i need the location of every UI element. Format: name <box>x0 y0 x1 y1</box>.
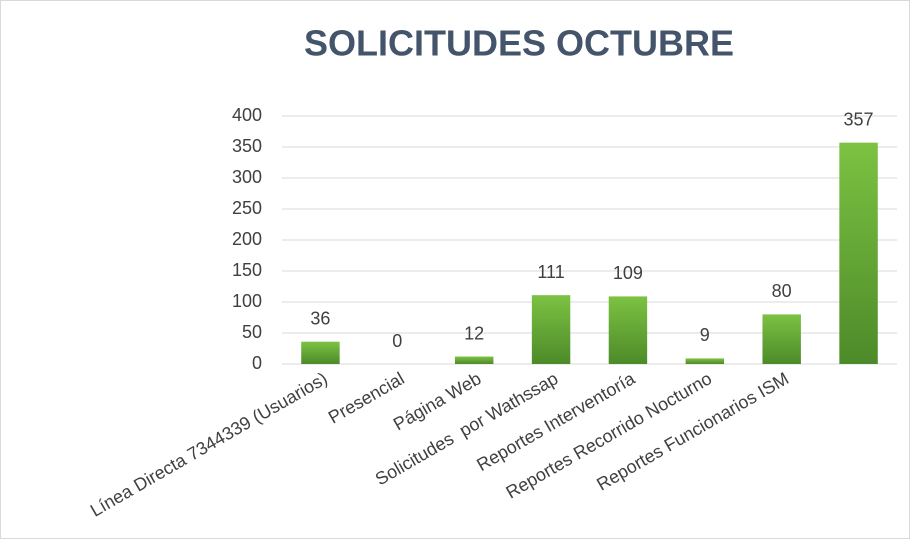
y-tick-label: 250 <box>232 198 262 218</box>
y-tick-label: 50 <box>242 322 262 342</box>
chart-title: SOLICITUDES OCTUBRE <box>304 23 734 64</box>
value-label: 0 <box>392 331 402 351</box>
value-label: 36 <box>310 308 330 328</box>
bar <box>531 295 571 364</box>
y-tick-label: 400 <box>232 105 262 125</box>
value-label: 80 <box>772 281 792 301</box>
bar <box>685 358 725 364</box>
value-label: 12 <box>464 323 484 343</box>
y-tick-label: 150 <box>232 260 262 280</box>
value-label: 109 <box>613 263 643 283</box>
bar <box>608 296 648 364</box>
bar <box>454 356 494 364</box>
value-label: 9 <box>700 325 710 345</box>
bar <box>301 341 340 364</box>
y-tick-label: 200 <box>232 229 262 249</box>
value-label: 357 <box>844 109 874 129</box>
y-tick-label: 100 <box>232 291 262 311</box>
bar <box>839 142 878 364</box>
bar <box>762 314 801 364</box>
y-tick-label: 0 <box>252 353 262 373</box>
value-label: 111 <box>537 262 564 282</box>
y-tick-label: 300 <box>232 167 262 187</box>
y-tick-label: 350 <box>232 136 262 156</box>
